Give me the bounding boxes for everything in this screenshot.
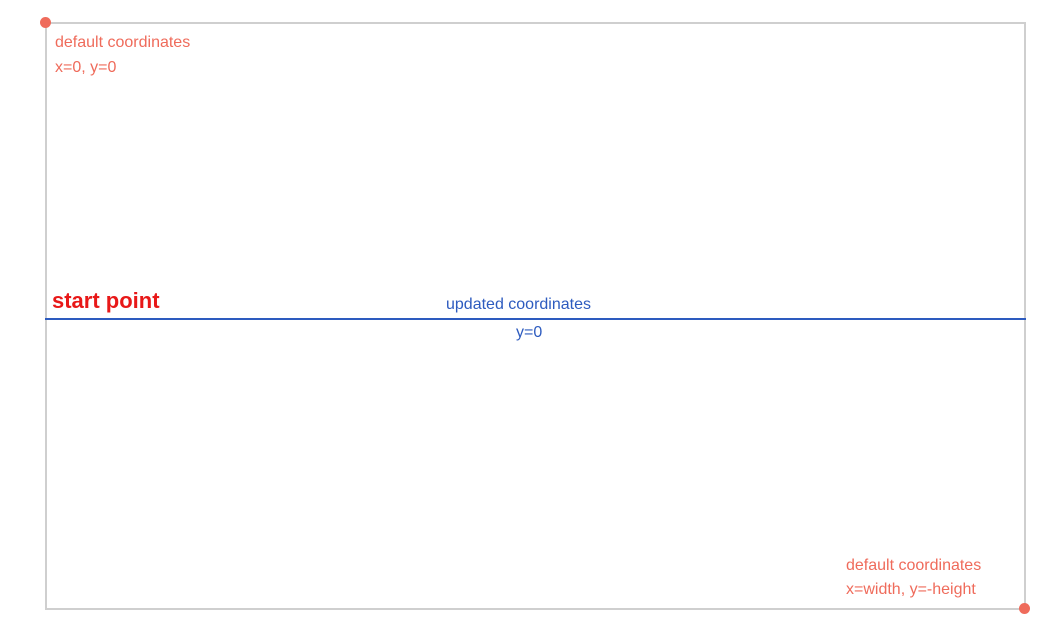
canvas-frame [45, 22, 1026, 610]
updated-origin-line [45, 318, 1026, 320]
bottom-right-caption: default coordinates [846, 557, 982, 574]
top-left-caption: default coordinates [55, 34, 191, 51]
bottom-right-corner-dot [1019, 603, 1030, 614]
updated-coordinates-value: y=0 [516, 324, 543, 341]
bottom-right-coordinates: x=width, y=-height [846, 581, 976, 598]
updated-coordinates-caption: updated coordinates [446, 296, 591, 313]
top-left-origin-dot [40, 17, 51, 28]
start-point-label: start point [52, 288, 160, 313]
top-left-coordinates: x=0, y=0 [55, 59, 117, 76]
